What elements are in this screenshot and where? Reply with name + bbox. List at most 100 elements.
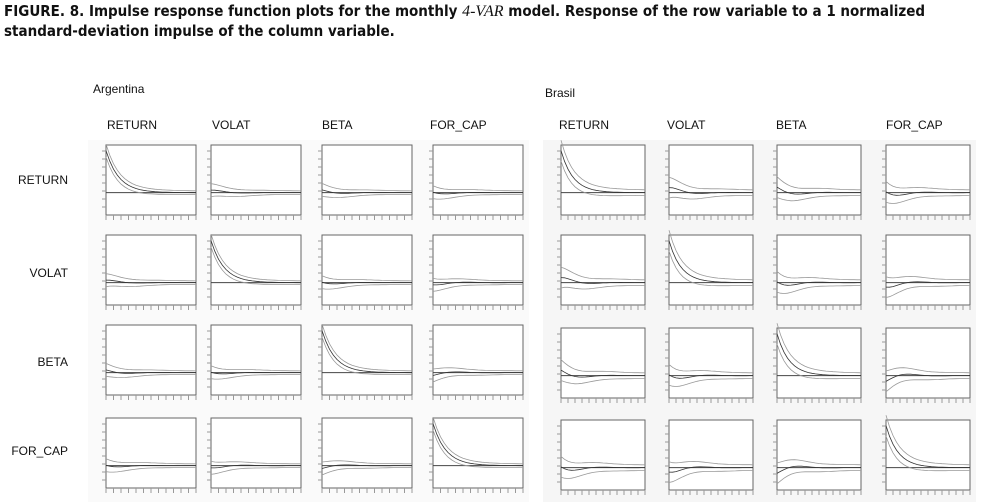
row-label: BETA xyxy=(38,355,68,369)
response-curve xyxy=(210,246,301,285)
response-curve xyxy=(560,378,646,385)
response-curve xyxy=(885,285,970,298)
response-curve xyxy=(210,183,302,192)
response-curve xyxy=(432,194,523,200)
response-curve xyxy=(105,279,196,284)
response-curve xyxy=(668,187,753,194)
plot-frame xyxy=(668,327,754,399)
plot-frame xyxy=(210,144,302,216)
response-curve xyxy=(668,374,753,379)
response-curve xyxy=(105,374,196,379)
plot-frame xyxy=(105,144,197,216)
plot-frame xyxy=(885,327,971,399)
response-curve xyxy=(432,283,524,292)
plot-frame xyxy=(105,324,197,396)
response-curve xyxy=(776,271,861,281)
response-curve xyxy=(105,143,196,192)
plot-frame xyxy=(105,417,197,489)
caption-text: Impulse response function plots for the … xyxy=(88,2,458,20)
response-curve xyxy=(210,233,301,282)
response-curve xyxy=(432,423,524,466)
plot-frame xyxy=(560,144,646,216)
plot-frame xyxy=(210,234,302,306)
response-curve xyxy=(885,181,970,191)
plot-frame xyxy=(321,144,413,216)
response-curve xyxy=(560,150,646,193)
response-curve xyxy=(433,281,523,286)
response-curve xyxy=(885,373,970,382)
response-curve xyxy=(885,425,971,468)
response-curve xyxy=(885,275,971,281)
response-curve xyxy=(668,176,753,191)
response-curve xyxy=(668,240,754,283)
response-curve xyxy=(668,460,754,466)
plot-frame xyxy=(321,324,413,396)
row-label: VOLAT xyxy=(30,266,69,280)
response-curve xyxy=(105,369,196,374)
response-curve xyxy=(432,191,523,195)
response-curve xyxy=(668,470,753,483)
response-curve xyxy=(776,465,861,474)
response-curve xyxy=(668,364,753,374)
panel-title: Brasil xyxy=(545,86,575,100)
response-curve xyxy=(560,266,645,281)
response-curve xyxy=(885,281,970,288)
plot-frame xyxy=(560,419,646,491)
response-curve xyxy=(210,461,301,465)
column-label: RETURN xyxy=(107,118,157,132)
response-curve xyxy=(105,156,196,195)
plot-frame xyxy=(210,324,302,396)
response-curve xyxy=(885,195,971,204)
response-curve xyxy=(321,281,412,285)
response-curve xyxy=(432,371,523,376)
response-curve xyxy=(885,435,970,472)
response-curve xyxy=(776,176,861,191)
response-curve xyxy=(321,336,412,375)
response-curve xyxy=(776,285,862,294)
response-curve xyxy=(105,273,197,282)
response-curve xyxy=(776,186,861,195)
plot-frame xyxy=(776,419,862,491)
response-curve xyxy=(668,250,753,287)
response-curve xyxy=(668,378,754,387)
response-curve xyxy=(432,278,523,282)
column-label: BETA xyxy=(776,118,806,132)
caption-text: model. Response of the row variable to a… xyxy=(508,2,926,20)
response-curve xyxy=(560,456,645,466)
plot-frame xyxy=(432,234,524,306)
response-curve xyxy=(885,378,970,393)
response-curve xyxy=(560,277,645,284)
plot-frame xyxy=(885,419,971,491)
response-curve xyxy=(432,367,523,372)
column-label: FOR_CAP xyxy=(886,118,943,132)
response-curve xyxy=(560,359,645,374)
response-curve xyxy=(776,281,861,286)
response-curve xyxy=(668,230,754,281)
response-curve xyxy=(776,470,861,485)
plot-frame xyxy=(560,327,646,399)
response-curve xyxy=(668,195,754,200)
response-curve xyxy=(776,195,862,202)
plot-frame xyxy=(668,419,754,491)
response-curve xyxy=(560,160,645,197)
response-curve xyxy=(321,330,413,373)
plot-frame xyxy=(885,234,971,306)
response-curve xyxy=(776,343,861,380)
plot-frame xyxy=(432,324,524,396)
column-label: RETURN xyxy=(559,118,609,132)
plot-frame xyxy=(668,144,754,216)
response-curve xyxy=(210,194,301,198)
response-curve xyxy=(776,459,862,466)
response-curve xyxy=(321,466,413,476)
response-curve xyxy=(668,466,753,473)
row-label: RETURN xyxy=(18,173,68,187)
response-curve xyxy=(432,416,523,465)
response-curve xyxy=(776,333,862,376)
row-label: FOR_CAP xyxy=(11,444,68,458)
response-curve xyxy=(105,150,197,193)
response-curve xyxy=(321,275,413,282)
plot-frame xyxy=(560,234,646,306)
response-curve xyxy=(105,363,197,372)
